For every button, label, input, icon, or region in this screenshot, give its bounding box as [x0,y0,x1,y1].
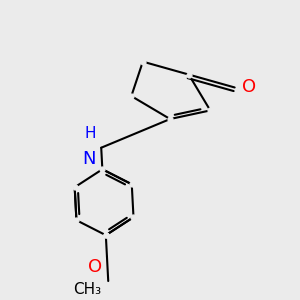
Text: N: N [82,150,96,168]
Text: O: O [242,79,256,97]
Text: H: H [85,125,96,140]
Text: O: O [88,258,102,276]
Text: CH₃: CH₃ [73,283,101,298]
